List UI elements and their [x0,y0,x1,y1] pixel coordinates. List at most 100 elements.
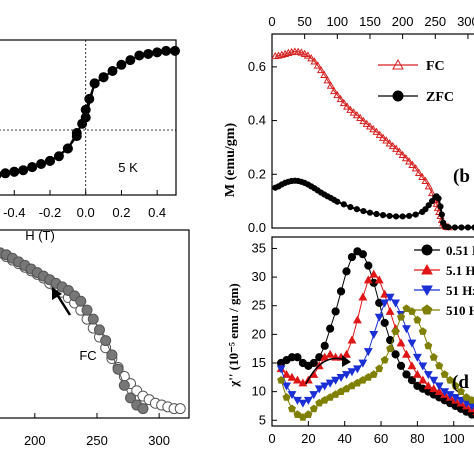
b-fc-point [313,61,322,69]
d-y-tick-label: 30 [252,269,266,284]
left-filled-point [87,313,99,325]
b-zfc-point [471,224,474,231]
d-ylabel: χ'' (10⁻⁵ emu / gm) [226,283,241,387]
d-point [369,269,379,278]
d-point [440,370,449,378]
d-point [309,358,318,368]
d-point [467,395,474,404]
b-zfc-point [425,202,432,209]
d-arrow-head [342,355,351,367]
d-legend [414,244,440,315]
left-filled-point [100,335,112,347]
d-point [277,375,286,384]
d-point [424,341,433,350]
inset-point [89,78,100,89]
d-y-tick-label: 5 [259,412,266,427]
d-legend-label: 0.51 Hz [446,243,474,258]
b-fc-point [398,150,407,159]
d-point [418,375,428,384]
b-fc-point [297,48,306,56]
d-point [331,376,341,385]
b-fc-series [271,47,453,231]
b-fc-point [310,57,319,65]
inset-point [0,171,2,179]
d-point [462,393,471,401]
d-legend-marker [421,304,433,315]
d-point [429,376,439,385]
b-fc-point [382,136,391,144]
inset-point [125,55,136,66]
b-fc-point [356,113,365,121]
d-point [391,299,401,308]
b-zfc-point [386,212,393,220]
b-y-tick-label: 0.0 [248,220,266,235]
inset-x-tick-label: 0.0 [77,205,95,220]
d-point [336,287,346,296]
b-zfc-point [347,203,354,211]
d-point [402,349,411,358]
inset-point [143,48,154,59]
d-legend-marker [421,263,433,275]
inset-point [9,166,20,177]
inset-x-tick-label: 0.4 [148,205,166,220]
d-point [380,318,389,328]
b-zfc-point [428,198,436,205]
d-point [282,369,291,378]
d-point [314,385,324,394]
b-top-tick-label: 100 [326,14,348,29]
b-fc-point [307,54,316,62]
b-fc-point [362,119,371,127]
left-filled-point [81,304,93,316]
left-main-frame [0,229,190,419]
b-top-tick-label: 200 [392,14,414,29]
b-fc-point [418,172,427,181]
b-fc-point [408,160,417,168]
d-legend-label: 51 Hz [446,283,474,298]
d-point [407,339,417,348]
b-legend [378,58,418,102]
d-point [320,341,329,350]
b-fc-point [349,108,358,116]
b-fc-point [421,176,430,185]
d-point [423,371,433,380]
inset-point [134,50,145,61]
d-point [402,370,411,379]
left-filled-series [0,247,149,415]
d-x-tick-label: 80 [410,431,424,446]
d-point [292,375,302,384]
b-top-tick-label: 50 [297,14,311,29]
d-point [423,381,433,390]
d-point [342,371,351,380]
b-fc-point [320,70,329,78]
b-fc-point [303,51,312,59]
b-fc-point [359,116,368,125]
inset-loop-branch-1 [0,72,109,179]
d-series-2 [276,293,474,411]
b-zfc-point [435,195,442,202]
d-x-tick-label: 0 [268,431,275,446]
b-legend-fc-label: FC [426,59,445,74]
b-zfc-point [458,224,465,231]
left-filled-point [112,363,124,375]
panel-d-frame [271,236,474,427]
b-fc-point [375,130,384,138]
b-zfc-point [406,212,413,220]
d-point [380,355,389,364]
d-point [276,365,286,374]
b-fc-point [385,139,394,147]
d-panel-label: (d [452,372,469,393]
d-point [363,275,373,284]
b-fc-point [333,90,342,99]
d-point [336,373,346,382]
d-point [282,393,291,401]
b-top-tick-label: 0 [268,14,275,29]
b-top-tick-label: 250 [424,14,446,29]
left-x-tick-label: 200 [24,433,46,448]
b-fc-point [343,102,352,110]
inset-point [98,72,109,83]
left-x-tick-label: 300 [148,433,170,448]
d-point [434,382,444,391]
b-zfc-point [340,201,347,208]
b-fc-point [388,141,397,150]
d-x-tick-label: 100 [443,431,465,446]
